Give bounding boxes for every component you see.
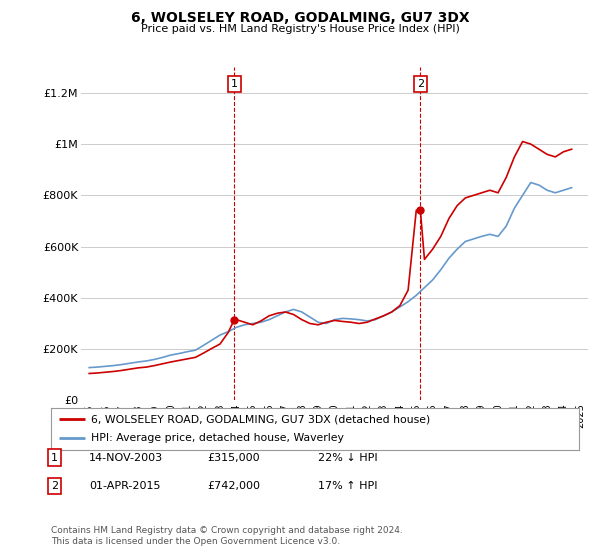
Text: Price paid vs. HM Land Registry's House Price Index (HPI): Price paid vs. HM Land Registry's House … <box>140 24 460 34</box>
Text: 17% ↑ HPI: 17% ↑ HPI <box>318 481 377 491</box>
Text: Contains HM Land Registry data © Crown copyright and database right 2024.
This d: Contains HM Land Registry data © Crown c… <box>51 526 403 546</box>
Text: 14-NOV-2003: 14-NOV-2003 <box>89 452 163 463</box>
Text: 2: 2 <box>417 79 424 89</box>
Text: 2: 2 <box>51 481 58 491</box>
Text: 6, WOLSELEY ROAD, GODALMING, GU7 3DX: 6, WOLSELEY ROAD, GODALMING, GU7 3DX <box>131 11 469 25</box>
Text: 22% ↓ HPI: 22% ↓ HPI <box>318 452 377 463</box>
Text: £742,000: £742,000 <box>207 481 260 491</box>
Text: 01-APR-2015: 01-APR-2015 <box>89 481 160 491</box>
Text: 1: 1 <box>51 452 58 463</box>
Text: 1: 1 <box>231 79 238 89</box>
Text: £315,000: £315,000 <box>207 452 260 463</box>
Text: 6, WOLSELEY ROAD, GODALMING, GU7 3DX (detached house): 6, WOLSELEY ROAD, GODALMING, GU7 3DX (de… <box>91 414 430 424</box>
Text: HPI: Average price, detached house, Waverley: HPI: Average price, detached house, Wave… <box>91 433 343 444</box>
